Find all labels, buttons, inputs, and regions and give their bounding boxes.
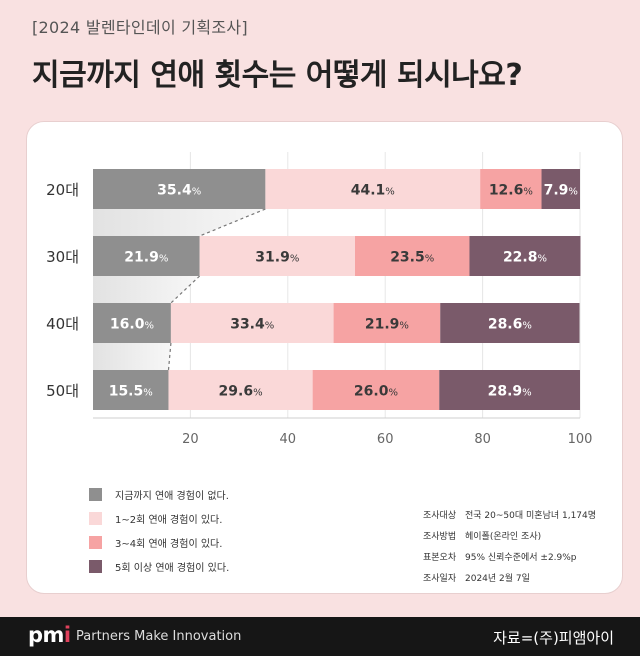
survey-info: 조사대상 전국 20~50대 미혼남녀 1,174명 조사방법 헤이폴(온라인 … (423, 508, 596, 592)
bar-segment (265, 169, 481, 209)
bar-segment (93, 370, 169, 410)
data-label: 28.9% (488, 384, 532, 400)
x-tick-label: 40 (280, 432, 297, 447)
legend-label: 5회 이상 연애 경험이 있다. (115, 563, 230, 574)
legend-label: 3~4회 연애 경험이 있다. (115, 539, 223, 550)
source-credit: 자료=(주)피앰아이 (493, 629, 614, 647)
logo-text: pm (28, 623, 64, 647)
data-label: 26.0% (354, 384, 398, 400)
survey-value: 2024년 2월 7일 (465, 574, 530, 584)
data-label: 21.9% (124, 250, 168, 266)
bar-segment (170, 303, 334, 343)
survey-tag: [2024 발렌타인데이 기획조사] (32, 18, 248, 37)
logo-accent: i (63, 623, 71, 647)
survey-row: 조사대상 전국 20~50대 미혼남녀 1,174명 (423, 508, 596, 521)
data-label: 23.5% (390, 250, 434, 266)
x-tick-label: 100 (568, 432, 593, 447)
footer-bar: pmi Partners Make Innovation 자료=(주)피앰아이 (0, 617, 640, 656)
data-label: 21.9% (365, 317, 409, 333)
connector-line (170, 275, 201, 304)
legend-item: 1~2회 연애 경험이 있다. (89, 512, 229, 526)
legend-swatch (89, 512, 102, 525)
data-label: 15.5% (109, 384, 153, 400)
survey-key: 조사방법 (423, 532, 457, 542)
survey-key: 조사대상 (423, 511, 457, 521)
survey-row: 표본오차 95% 신뢰수준에서 ±2.9%p (423, 550, 596, 563)
data-label: 35.4% (157, 183, 201, 199)
legend-swatch (89, 560, 102, 573)
x-tick-label: 80 (474, 432, 491, 447)
bar-segment (199, 236, 356, 276)
category-label: 40대 (46, 315, 79, 333)
legend-item: 5회 이상 연애 경험이 있다. (89, 560, 230, 574)
bar-segment (480, 169, 542, 209)
connector-line (167, 342, 172, 371)
x-tick-label: 20 (182, 432, 199, 447)
data-label: 33.4% (230, 317, 274, 333)
bar-segment (93, 303, 171, 343)
company-tagline: Partners Make Innovation (76, 629, 242, 644)
category-label: 20대 (46, 181, 79, 199)
data-label: 16.0% (110, 317, 154, 333)
bar-segment (312, 370, 440, 410)
data-label: 28.6% (488, 317, 532, 333)
legend-item: 지금까지 연애 경험이 없다. (89, 488, 229, 502)
survey-value: 전국 20~50대 미혼남녀 1,174명 (465, 511, 597, 521)
chart-card: 20대 35.4% 44.1% 12.6% 7.9% 30대 21.9% 31.9% 23.5%… (26, 121, 623, 594)
connector-band (93, 209, 266, 236)
legend-label: 1~2회 연애 경험이 있다. (115, 515, 223, 526)
bar-segment (93, 236, 200, 276)
stacked-bar-chart: 20대 35.4% 44.1% 12.6% 7.9% 30대 21.9% 31.9% 23.5%… (46, 152, 593, 447)
data-label: 22.8% (503, 250, 547, 266)
legend-swatch (89, 488, 102, 501)
survey-key: 조사일자 (423, 574, 457, 584)
category-label: 30대 (46, 248, 79, 266)
survey-value: 헤이폴(온라인 조사) (465, 532, 542, 542)
bar-segment (439, 370, 580, 410)
data-label: 12.6% (489, 183, 533, 199)
data-label: 44.1% (351, 183, 395, 199)
survey-key: 표본오차 (423, 553, 457, 563)
bar-segment (355, 236, 470, 276)
connector-band (93, 276, 200, 303)
legend-label: 지금까지 연애 경험이 없다. (115, 491, 229, 502)
survey-value: 95% 신뢰수준에서 ±2.9%p (465, 553, 577, 563)
bar-segment (168, 370, 313, 410)
survey-row: 조사방법 헤이폴(온라인 조사) (423, 529, 596, 542)
data-label: 7.9% (544, 183, 578, 199)
category-label: 50대 (46, 382, 79, 400)
page-title: 지금까지 연애 횟수는 어떻게 되시나요? (32, 58, 523, 93)
survey-row: 조사일자 2024년 2월 7일 (423, 571, 596, 584)
bar-segment (541, 169, 580, 209)
data-label: 31.9% (255, 250, 299, 266)
legend: 지금까지 연애 경험이 없다. 1~2회 연애 경험이 있다. 3~4회 연애 … (89, 488, 229, 584)
data-label: 29.6% (219, 384, 263, 400)
pmi-logo: pmi (28, 623, 71, 647)
bar-segment (93, 169, 266, 209)
legend-item: 3~4회 연애 경험이 있다. (89, 536, 229, 550)
bar-segment (440, 303, 580, 343)
x-tick-label: 60 (377, 432, 394, 447)
bar-segment (469, 236, 581, 276)
bar-segment (333, 303, 441, 343)
legend-swatch (89, 536, 102, 549)
connector-band (93, 343, 171, 370)
